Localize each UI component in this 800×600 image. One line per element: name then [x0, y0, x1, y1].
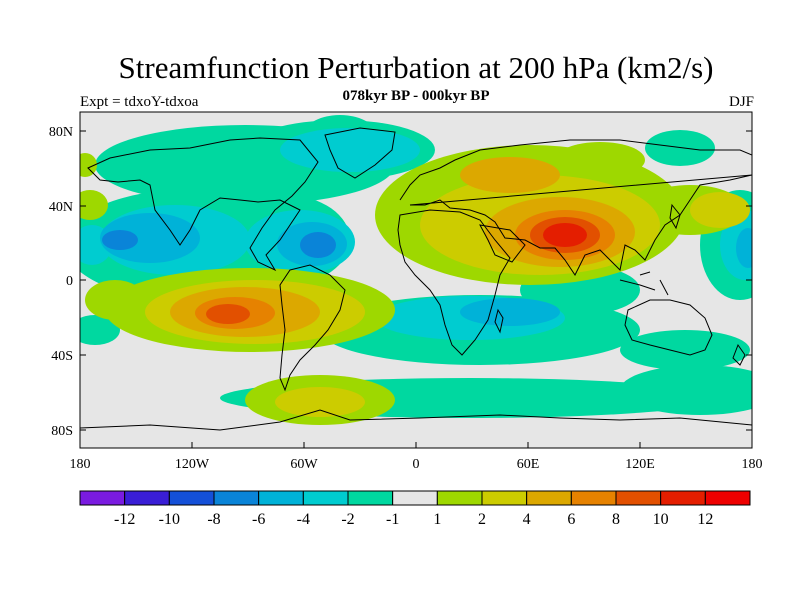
x-tick-label: 180 [70, 457, 91, 472]
colorbar-label: 2 [478, 511, 486, 528]
colorbar-label: 1 [433, 511, 441, 528]
colorbar: -12 -10 -8 -6 -4 -2 -1 1 2 4 6 8 10 12 [79, 490, 751, 528]
colorbar-label: -4 [297, 511, 310, 528]
map-title: Streamfunction Perturbation at 200 hPa (… [118, 50, 714, 85]
colorbar-swatch [660, 490, 706, 506]
x-tick-label: 120W [175, 457, 210, 472]
colorbar-label: -6 [252, 511, 265, 528]
experiment-label: Expt = tdxoY-tdxoa [80, 94, 199, 110]
y-tick-label: 40S [51, 349, 73, 364]
colorbar-swatch [526, 490, 572, 506]
colorbar-swatch [436, 490, 483, 506]
y-tick-label: 80S [51, 424, 73, 439]
x-tick-label: 60E [517, 457, 540, 472]
contour-field [80, 115, 752, 425]
y-tick-label: 0 [66, 274, 73, 289]
colorbar-swatch [481, 490, 528, 506]
colorbar-swatch [392, 490, 438, 506]
colorbar-label: 12 [697, 511, 713, 528]
colorbar-label: -12 [114, 511, 135, 528]
y-tick-label: 40N [49, 200, 73, 215]
colorbar-swatch [347, 490, 394, 506]
colorbar-label: 4 [523, 511, 531, 528]
colorbar-swatch [615, 490, 662, 506]
colorbar-swatch [258, 490, 304, 506]
colorbar-swatch [124, 490, 170, 506]
x-tick-label: 180 [742, 457, 763, 472]
x-tick-label: 0 [413, 457, 420, 472]
map-panel [79, 111, 753, 449]
x-tick-label: 60W [290, 457, 318, 472]
colorbar-label: -2 [341, 511, 354, 528]
colorbar-label: -10 [159, 511, 180, 528]
colorbar-swatch [79, 490, 126, 506]
colorbar-swatch [704, 490, 751, 506]
y-axis: 80N 40N 0 40S 80S [49, 125, 752, 439]
season-label: DJF [728, 94, 754, 110]
colorbar-swatch [302, 490, 349, 506]
colorbar-label: 8 [612, 511, 620, 528]
x-axis: 180 120W 60W 0 60E 120E 180 [70, 442, 763, 472]
colorbar-swatch [570, 490, 617, 506]
y-tick-label: 80N [49, 125, 73, 140]
colorbar-label: 10 [653, 511, 669, 528]
colorbar-swatch [168, 490, 215, 506]
colorbar-label: -1 [386, 511, 399, 528]
colorbar-swatch [213, 490, 260, 506]
colorbar-label: -8 [207, 511, 220, 528]
colorbar-label: 6 [567, 511, 575, 528]
x-tick-label: 120E [625, 457, 655, 472]
coastlines [80, 127, 752, 431]
map-subtitle: 078kyr BP - 000kyr BP [342, 88, 490, 104]
